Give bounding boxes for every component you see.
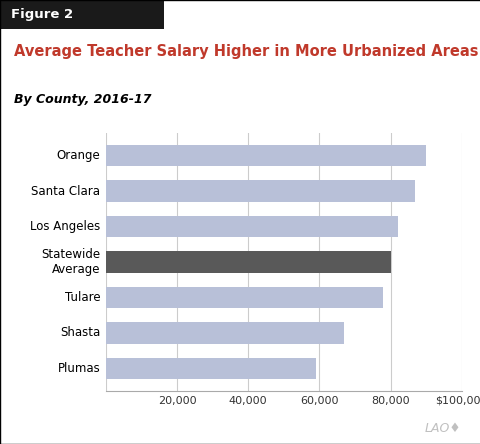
Bar <box>106 322 344 344</box>
Bar <box>106 216 397 237</box>
Bar <box>106 180 415 202</box>
Text: Average Teacher Salary Higher in More Urbanized Areas: Average Teacher Salary Higher in More Ur… <box>14 44 478 59</box>
Text: By County, 2016-17: By County, 2016-17 <box>14 93 152 106</box>
Bar <box>106 358 315 379</box>
Bar <box>106 145 425 166</box>
Text: LAO♦: LAO♦ <box>424 422 461 435</box>
Bar <box>106 287 383 308</box>
Bar <box>106 251 390 273</box>
Text: Figure 2: Figure 2 <box>12 8 73 21</box>
